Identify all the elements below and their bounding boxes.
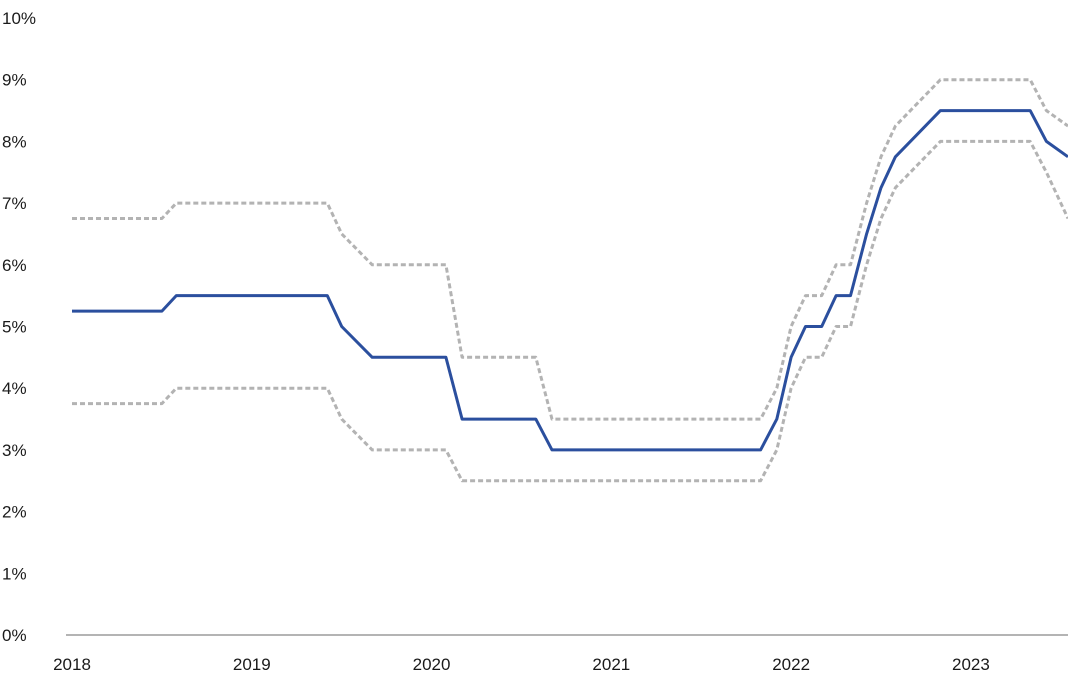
y-tick-label: 10% (2, 9, 36, 28)
x-tick-label: 2019 (233, 655, 271, 674)
x-tick-label: 2022 (772, 655, 810, 674)
y-tick-label: 0% (2, 626, 27, 645)
y-tick-label: 7% (2, 194, 27, 213)
x-tick-label: 2021 (592, 655, 630, 674)
x-tick-label: 2020 (413, 655, 451, 674)
y-tick-label: 2% (2, 503, 27, 522)
y-tick-label: 3% (2, 441, 27, 460)
main-series-line (72, 109, 1068, 452)
band-series-line (72, 78, 1068, 421)
y-tick-label: 6% (2, 256, 27, 275)
y-tick-label: 4% (2, 379, 27, 398)
y-tick-label: 8% (2, 132, 27, 151)
y-tick-label: 5% (2, 318, 27, 337)
y-axis-ticks: 0% 1% 2% 3% 4% 5% 6% 7% 8% 9% 10% (2, 9, 36, 645)
y-tick-label: 9% (2, 71, 27, 90)
band-series-line (72, 139, 1068, 483)
y-tick-label: 1% (2, 564, 27, 583)
x-tick-label: 2023 (952, 655, 990, 674)
series-layer (72, 78, 1068, 483)
x-axis-ticks: 2018 2019 2020 2021 2022 2023 (53, 655, 990, 674)
x-tick-label: 2018 (53, 655, 91, 674)
